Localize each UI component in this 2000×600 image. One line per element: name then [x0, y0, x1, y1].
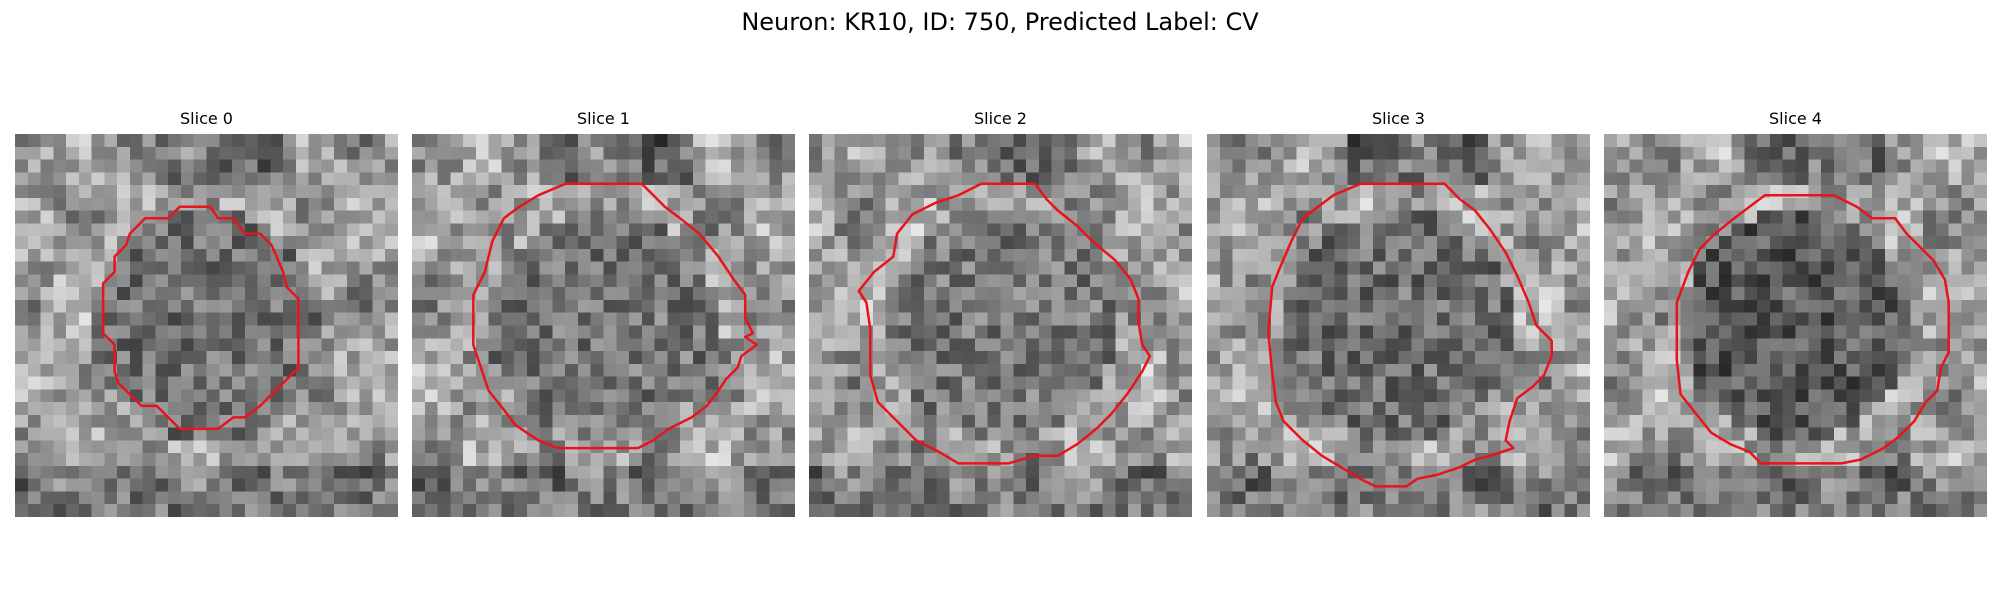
figure-title: Neuron: KR10, ID: 750, Predicted Label: … [741, 8, 1259, 36]
slice-title: Slice 2 [974, 109, 1027, 128]
contour-overlay [1675, 194, 1950, 465]
roi-contour [472, 182, 758, 450]
slice-title: Slice 1 [577, 109, 630, 128]
grayscale-patch [809, 134, 1192, 517]
slice-panel: Slice 0 [15, 108, 398, 517]
roi-contour [101, 205, 300, 431]
slice-image [809, 134, 1192, 517]
grayscale-patch [1604, 134, 1987, 517]
slice-image [15, 134, 398, 517]
slice-panel: Slice 1 [412, 108, 795, 517]
slice-image [1207, 134, 1590, 517]
contour-overlay [857, 182, 1152, 465]
grayscale-patch [412, 134, 795, 517]
contour-overlay [472, 182, 758, 450]
slice-title: Slice 4 [1769, 109, 1822, 128]
slice-image [412, 134, 795, 517]
contour-overlay [1267, 182, 1553, 488]
slice-panel: Slice 4 [1604, 108, 1987, 517]
roi-contour [1267, 182, 1553, 488]
grayscale-patch [15, 134, 398, 517]
roi-contour [857, 182, 1152, 465]
slice-image [1604, 134, 1987, 517]
slice-title: Slice 3 [1372, 109, 1425, 128]
slice-panel: Slice 2 [809, 108, 1192, 517]
slice-title: Slice 0 [180, 109, 233, 128]
roi-contour [1675, 194, 1950, 465]
slice-panel: Slice 3 [1207, 108, 1590, 517]
grayscale-patch [1207, 134, 1590, 517]
contour-overlay [101, 205, 300, 431]
